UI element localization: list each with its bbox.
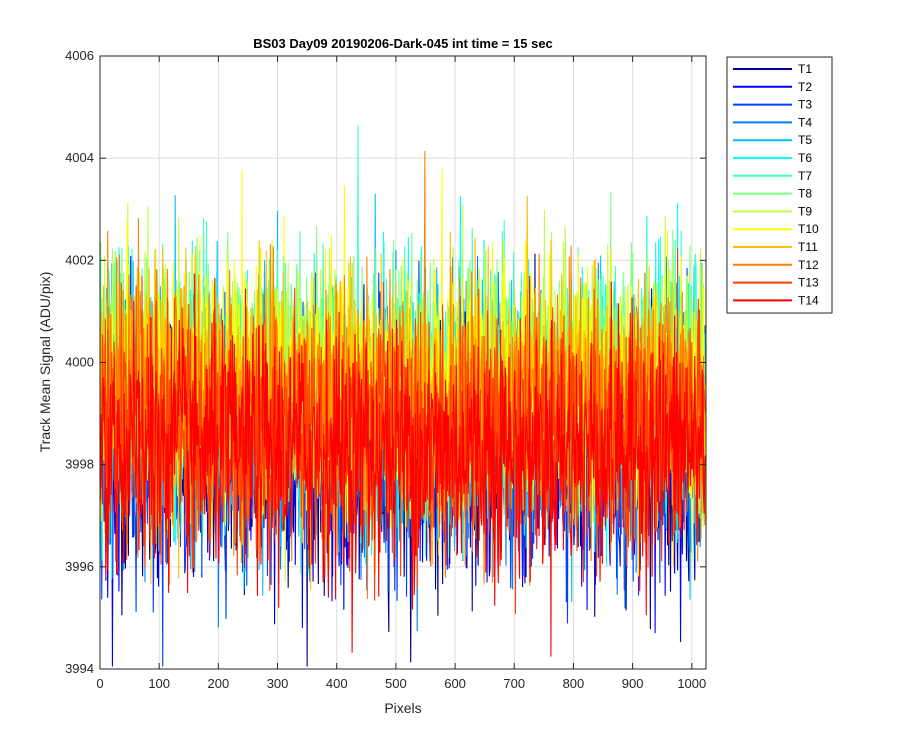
y-tick-label: 4006	[65, 48, 94, 63]
legend-label: T6	[798, 151, 812, 165]
y-tick-label: 3994	[65, 661, 94, 676]
x-tick-label: 200	[208, 676, 230, 691]
legend-label: T2	[798, 80, 812, 94]
legend-label: T7	[798, 169, 812, 183]
legend-label: T13	[798, 276, 819, 290]
x-tick-label: 0	[96, 676, 103, 691]
legend-label: T8	[798, 187, 812, 201]
legend-label: T1	[798, 62, 812, 76]
legend-label: T9	[798, 204, 812, 218]
series-line-t14	[100, 274, 706, 657]
series-lines	[100, 125, 706, 667]
legend-label: T5	[798, 133, 812, 147]
legend-box	[726, 56, 833, 314]
y-tick-label: 4004	[65, 150, 94, 165]
y-tick-label: 4002	[65, 252, 94, 267]
y-tick-label: 3996	[65, 559, 94, 574]
legend-label: T4	[798, 115, 812, 129]
legend-label: T3	[798, 98, 812, 112]
y-tick-label: 4000	[65, 355, 94, 370]
x-tick-label: 1000	[677, 676, 706, 691]
chart-title: BS03 Day09 20190206-Dark-045 int time = …	[253, 36, 553, 51]
x-tick-label: 600	[444, 676, 466, 691]
axis-ticks: 0 100 200 300 400 500 600 700 800 900 1000 3994 3996…	[65, 48, 706, 691]
legend: T1 T2 T3 T4 T5 T6 T7 T8 T9 T10 T11 T12 T13 T14	[726, 56, 833, 314]
x-tick-label: 400	[326, 676, 348, 691]
x-tick-label: 900	[622, 676, 644, 691]
x-tick-label: 500	[385, 676, 407, 691]
legend-label: T10	[798, 222, 819, 236]
x-tick-label: 100	[148, 676, 170, 691]
legend-label: T14	[798, 293, 819, 307]
legend-label: T11	[798, 240, 818, 254]
x-tick-label: 800	[563, 676, 585, 691]
legend-label: T12	[798, 258, 819, 272]
x-axis-label: Pixels	[384, 700, 421, 716]
x-tick-label: 300	[267, 676, 289, 691]
y-axis-label: Track Mean Signal (ADU/pix)	[37, 272, 53, 453]
x-tick-label: 700	[503, 676, 525, 691]
y-tick-label: 3998	[65, 457, 94, 472]
